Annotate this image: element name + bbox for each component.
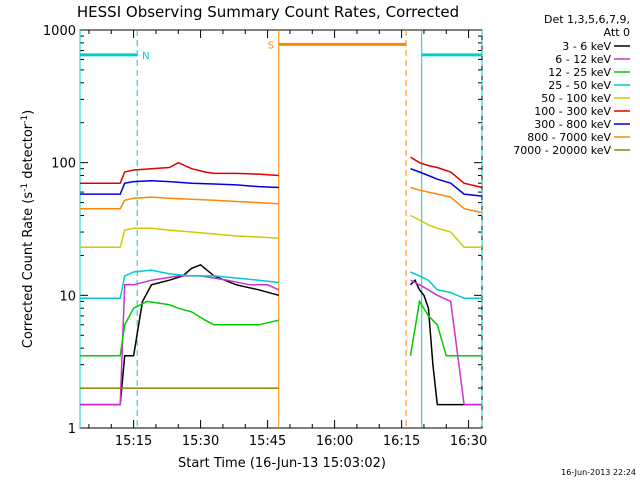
x-tick-label-1: 15:30	[182, 434, 219, 449]
x-tick-label-3: 16:00	[316, 434, 353, 449]
y-label-text-3: )	[21, 110, 36, 115]
y-tick-label-0: 1	[68, 422, 76, 437]
x-tick-label-5: 16:30	[450, 434, 487, 449]
legend-header-0: Det 1,3,5,6,7,9,	[544, 13, 630, 26]
observing-annotations: NS	[79, 30, 483, 428]
chart-title: HESSI Observing Summary Count Rates, Cor…	[77, 3, 459, 21]
y-label-sup-2: -1	[20, 115, 30, 124]
y-label-text: Corrected Count Rate (s	[21, 192, 36, 349]
legend-label-4: 50 - 100 keV	[541, 92, 611, 105]
series-line-0	[80, 263, 482, 406]
x-axis-label: Start Time (16-Jun-13 15:03:02)	[178, 456, 386, 471]
legend-label-6: 300 - 800 keV	[534, 118, 611, 131]
legend-label-7: 800 - 7000 keV	[527, 131, 611, 144]
legend-label-8: 7000 - 20000 keV	[513, 144, 611, 157]
y-label-text-2: detector	[21, 123, 36, 183]
saa-label: S	[268, 40, 274, 51]
y-label-sup: -1	[20, 183, 30, 192]
night-label: N	[142, 51, 149, 62]
series-line-7	[80, 186, 483, 214]
legend-label-5: 100 - 300 keV	[534, 105, 611, 118]
footer-timestamp: 16-Jun-2013 22:24	[561, 468, 636, 477]
svg-text:Corrected Count Rate (s-1 dete: Corrected Count Rate (s-1 detector-1)	[20, 110, 36, 348]
series-line-1	[80, 275, 482, 406]
series-layer	[80, 156, 483, 406]
legend-label-0: 3 - 6 keV	[562, 40, 611, 53]
x-tick-label-4: 16:15	[383, 434, 420, 449]
series-line-3	[80, 269, 482, 300]
y-tick-label-1: 10	[59, 289, 76, 304]
axis-ticks: 15:15 15:30 15:45 16:00 16:15 16:30 1 10 100 1000	[43, 24, 487, 449]
x-tick-label-0: 15:15	[115, 434, 152, 449]
series-line-6	[80, 167, 483, 197]
y-tick-label-3: 1000	[43, 24, 76, 39]
legend-label-1: 6 - 12 keV	[555, 53, 611, 66]
legend-label-2: 12 - 25 keV	[548, 66, 611, 79]
series-line-4	[80, 214, 482, 249]
x-tick-label-2: 15:45	[249, 434, 286, 449]
series-line-5	[80, 156, 483, 189]
y-axis-label: Corrected Count Rate (s-1 detector-1)	[20, 110, 36, 348]
y-tick-label-2: 100	[51, 157, 76, 172]
series-line-2	[80, 299, 482, 357]
legend-label-3: 25 - 50 keV	[548, 79, 611, 92]
legend-header-1: Att 0	[604, 26, 630, 39]
